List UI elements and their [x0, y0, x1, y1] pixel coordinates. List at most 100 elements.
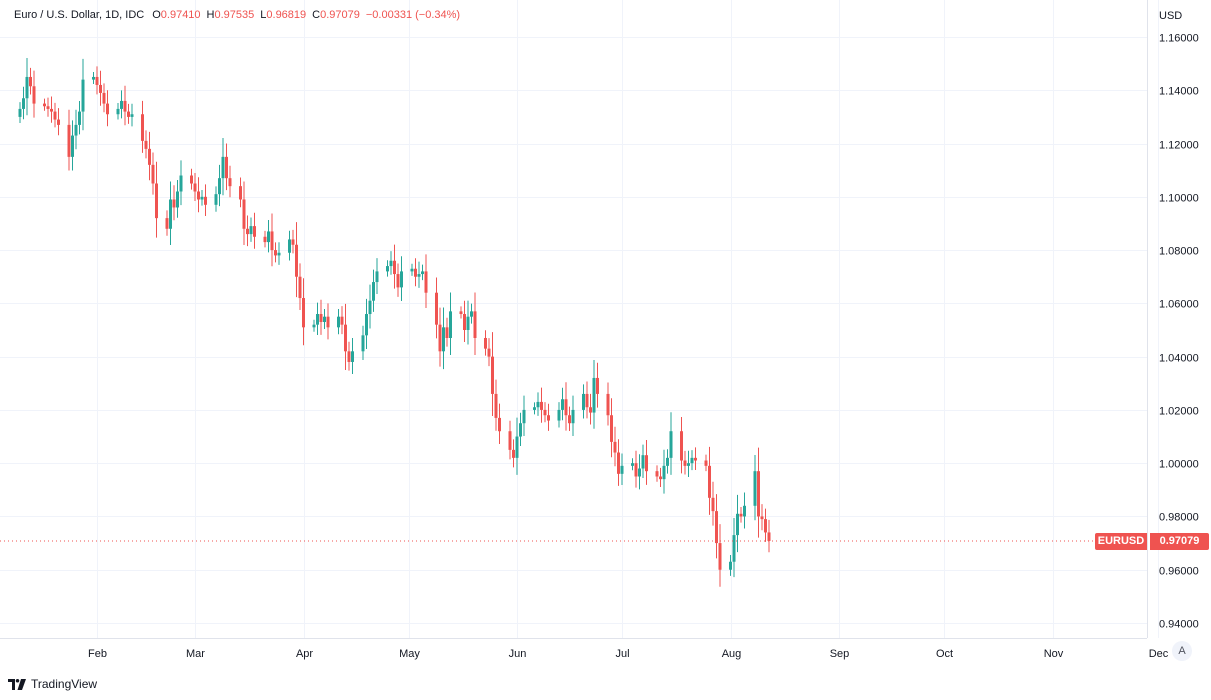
candle — [67, 109, 71, 171]
candle — [466, 300, 470, 345]
candle — [221, 137, 225, 196]
candle — [645, 440, 648, 485]
candle-body — [176, 191, 179, 208]
candle — [78, 101, 81, 135]
candle-body — [127, 111, 130, 117]
candle-body — [732, 535, 736, 562]
candle-body — [729, 561, 732, 570]
candle — [319, 299, 323, 335]
close-label: C — [312, 9, 321, 21]
candle — [596, 362, 599, 408]
candle — [463, 300, 466, 342]
candle-body — [249, 226, 253, 235]
candle — [449, 292, 452, 356]
candle — [18, 102, 22, 124]
candle-body — [445, 327, 449, 338]
candle — [757, 447, 760, 538]
tradingview-logo[interactable]: TradingView — [8, 677, 97, 691]
y-tick-label: 1.16000 — [1159, 33, 1199, 45]
auto-scale-button[interactable]: A — [1172, 641, 1192, 661]
candle-body — [221, 156, 225, 179]
candle-body — [743, 505, 746, 517]
candle — [375, 258, 379, 295]
candle — [92, 72, 95, 85]
candle-body — [277, 252, 281, 256]
candle — [547, 403, 550, 431]
candle — [151, 152, 155, 195]
candle — [634, 450, 638, 488]
x-tick-label: Jun — [509, 648, 527, 660]
candle-body — [459, 311, 463, 315]
candle — [417, 261, 421, 288]
candle-body — [246, 228, 249, 235]
candle-body — [694, 457, 697, 461]
candle — [172, 185, 176, 221]
candle — [536, 392, 540, 416]
candle-body — [148, 148, 151, 165]
candle — [662, 449, 666, 494]
candle-body — [421, 271, 424, 275]
candle — [123, 85, 127, 126]
price-axis[interactable]: 0.94000 0.96000 0.98000 1.00000 1.02000 1.040… — [1159, 33, 1199, 631]
candle-body — [498, 417, 501, 432]
candle — [729, 554, 732, 576]
candle-body — [645, 455, 648, 472]
candle — [736, 494, 739, 553]
candle-body — [508, 431, 512, 450]
change-value: −0.00331 (−0.34%) — [365, 9, 461, 21]
candle-body — [606, 393, 610, 416]
time-axis[interactable]: Feb Mar Apr May Jun Jul Aug Sep Oct Nov Dec — [88, 648, 1169, 660]
candle — [295, 222, 298, 298]
candle-body — [368, 300, 372, 315]
x-tick-label: Feb — [88, 648, 107, 660]
candle-body — [351, 351, 354, 362]
y-tick-label: 1.06000 — [1159, 299, 1199, 311]
candle-body — [568, 415, 571, 424]
candle-body — [337, 316, 340, 328]
candle — [291, 229, 295, 254]
x-tick-label: Sep — [830, 648, 850, 660]
candle — [372, 269, 375, 312]
candle — [193, 172, 197, 201]
candle-body — [200, 196, 204, 200]
candle-body — [589, 407, 592, 413]
candle-body — [18, 108, 22, 117]
candle — [708, 446, 711, 515]
candle — [200, 190, 204, 206]
candle-body — [99, 84, 102, 93]
y-tick-label: 0.94000 — [1159, 619, 1199, 631]
candle — [116, 103, 120, 120]
candle-body — [239, 186, 242, 200]
candle — [533, 402, 536, 415]
candle-body — [197, 191, 200, 200]
candle-body — [571, 409, 575, 424]
candle — [337, 308, 340, 335]
candle — [610, 398, 613, 458]
candle-body — [344, 324, 347, 352]
candle — [512, 439, 515, 468]
candle-body — [291, 239, 295, 245]
candle — [74, 109, 78, 150]
x-tick-label: Jul — [615, 648, 629, 660]
candle-body — [417, 274, 421, 277]
candle-body — [179, 175, 183, 192]
candle-body — [463, 314, 466, 330]
candle — [396, 263, 400, 297]
candle-body — [218, 178, 221, 195]
candle-body — [494, 393, 498, 418]
candle-body — [25, 76, 29, 99]
candle — [169, 181, 172, 245]
candle — [95, 66, 99, 95]
candle-body — [74, 124, 78, 136]
candle-body — [634, 463, 638, 477]
candle-body — [533, 407, 536, 410]
candle — [361, 325, 365, 360]
candle — [694, 447, 697, 470]
candle — [620, 453, 624, 485]
candle — [400, 256, 403, 302]
candle-body — [512, 449, 515, 458]
candle — [204, 184, 207, 216]
candle — [57, 108, 60, 136]
candle — [99, 70, 102, 106]
